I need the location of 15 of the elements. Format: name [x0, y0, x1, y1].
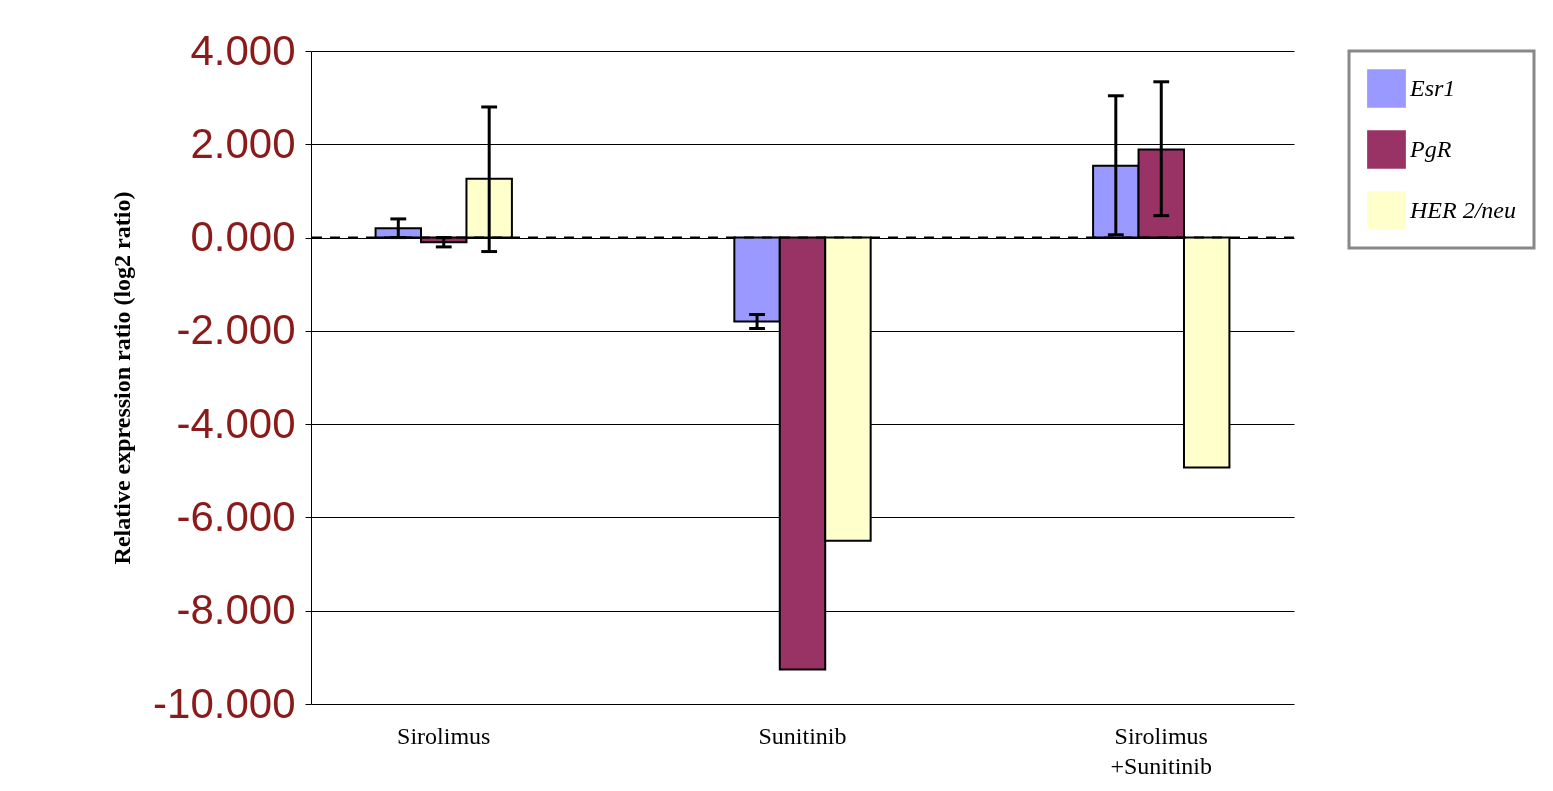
y-tick-label: -2.000: [176, 306, 296, 354]
y-tick-label: -8.000: [176, 586, 296, 634]
y-tick-label: -4.000: [176, 399, 296, 447]
y-tick-label: -10.000: [153, 679, 296, 727]
y-tick-label: -6.000: [176, 492, 296, 540]
x-tick-label: Sirolimus: [397, 722, 491, 749]
y-tick-label: 4.000: [190, 26, 296, 74]
x-tick-label: Sirolimus +Sunitinib: [1110, 722, 1213, 779]
y-tick-label: 0.000: [190, 213, 296, 261]
legend-label: PgR: [1409, 135, 1452, 162]
legend-label: Esr1: [1409, 74, 1456, 101]
legend-label: HER 2/neu: [1409, 196, 1516, 223]
y-axis-title: Relative expression ratio (log2 ratio): [109, 191, 136, 565]
x-tick-label: Sunitinib: [758, 722, 847, 749]
y-tick-label: 2.000: [190, 119, 296, 167]
